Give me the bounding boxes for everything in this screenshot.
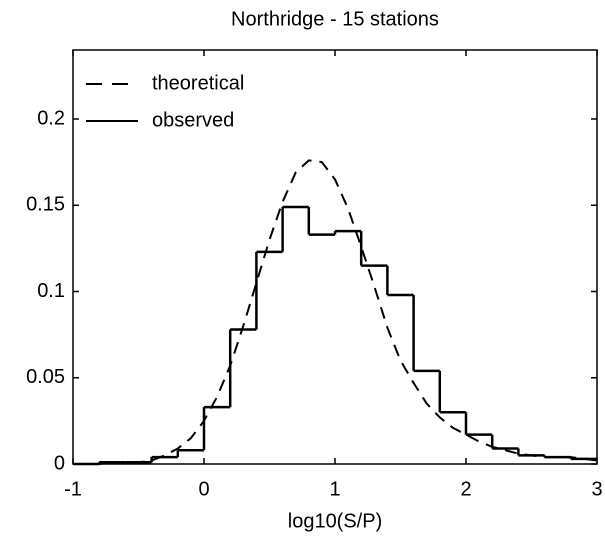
legend-label: observed — [152, 109, 234, 131]
y-tick-label: 0.2 — [37, 107, 65, 129]
x-tick-label: 2 — [460, 478, 471, 500]
x-tick-label: 1 — [329, 478, 340, 500]
x-tick-label: -1 — [64, 478, 82, 500]
legend-label: theoretical — [152, 72, 244, 94]
theoretical-line — [73, 159, 598, 465]
y-tick-label: 0.15 — [26, 194, 65, 216]
y-tick-label: 0 — [54, 452, 65, 474]
y-tick-label: 0.05 — [26, 366, 65, 388]
chart-title: Northridge - 15 stations — [231, 8, 439, 30]
x-tick-label: 0 — [198, 478, 209, 500]
x-axis-label: log10(S/P) — [288, 510, 383, 532]
x-tick-label: 3 — [591, 478, 602, 500]
y-tick-label: 0.1 — [37, 280, 65, 302]
